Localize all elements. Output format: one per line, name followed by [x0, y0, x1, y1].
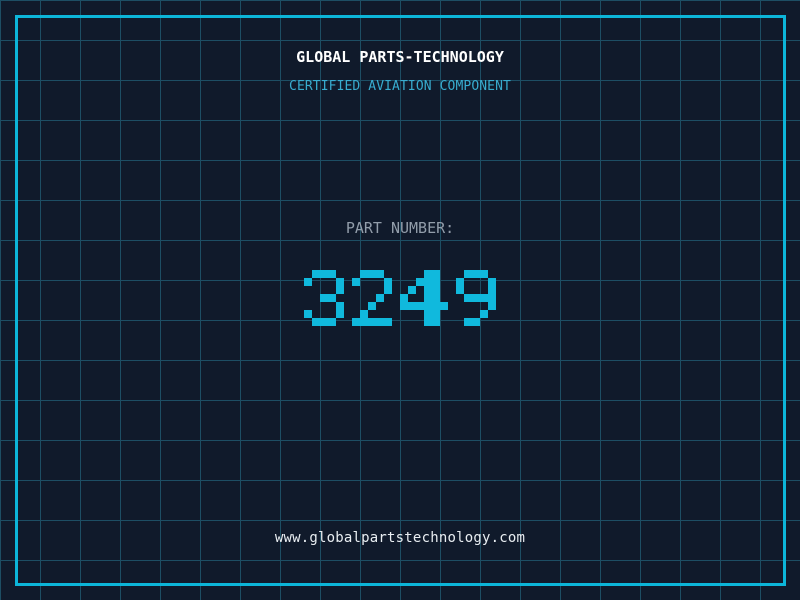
part-number-digit — [400, 270, 448, 326]
website-url: www.globalpartstechnology.com — [274, 530, 526, 546]
part-number-display — [304, 270, 496, 326]
frame-border — [15, 15, 786, 586]
part-number-digit — [456, 270, 496, 326]
certification-subtitle: CERTIFIED AVIATION COMPONENT — [289, 79, 511, 94]
company-title: GLOBAL PARTS-TECHNOLOGY — [296, 48, 504, 66]
part-number-digit — [304, 270, 344, 326]
part-number-label: PART NUMBER: — [345, 219, 455, 237]
part-number-digit — [352, 270, 392, 326]
